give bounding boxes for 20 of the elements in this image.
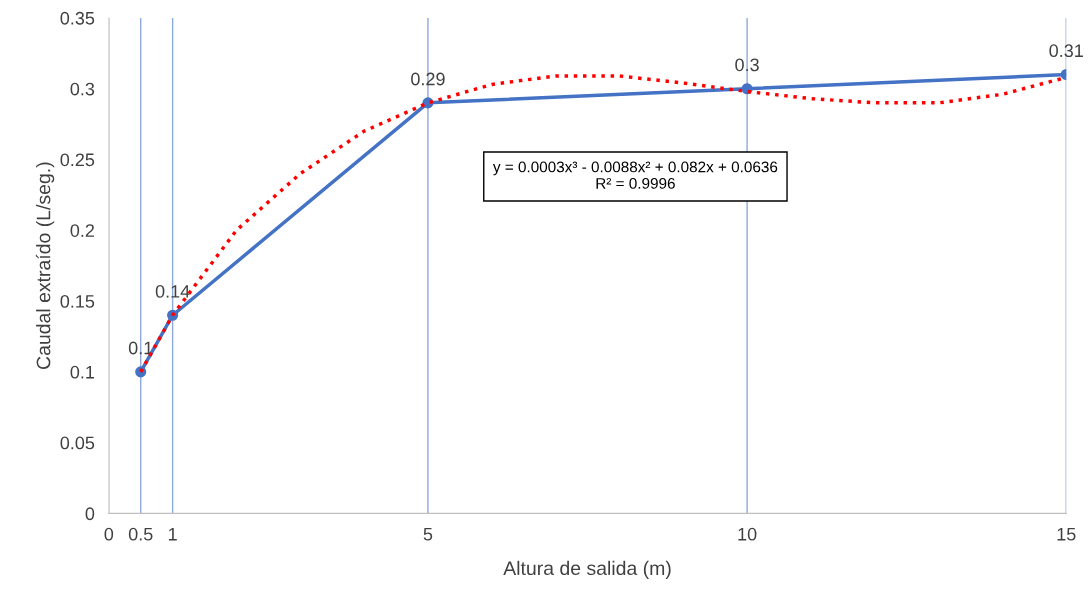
data-label: 0.29: [411, 72, 445, 86]
data-label: 0.3: [735, 58, 759, 72]
y-tick-label: 0.05: [60, 436, 95, 450]
y-tick-label: 0.15: [60, 294, 95, 308]
y-tick-label: 0: [85, 507, 95, 521]
x-tick-label: 0: [104, 527, 114, 541]
annotation: y = 0.0003x³ - 0.0088x² + 0.082x + 0.0636 R² = 0.9996: [492, 161, 778, 189]
x-axis-title: Altura de salida (m): [503, 560, 671, 579]
x-tick-label: 1: [168, 527, 177, 541]
x-tick-label: 15: [1057, 527, 1076, 541]
y-tick-label: 0.3: [70, 82, 95, 96]
x-tick-label: 5: [423, 527, 433, 541]
y-tick-label: 0.1: [70, 365, 95, 379]
x-tick-label: 0.5: [128, 527, 153, 541]
data-label: 0.31: [1049, 44, 1083, 58]
x-tick-label: 10: [738, 527, 757, 541]
y-tick-label: 0.2: [70, 224, 95, 237]
y-tick-label: 0.35: [60, 11, 95, 25]
y-tick-label: 0.25: [60, 153, 95, 167]
y-axis-title: Caudal extraído (L/seg.): [35, 162, 55, 369]
